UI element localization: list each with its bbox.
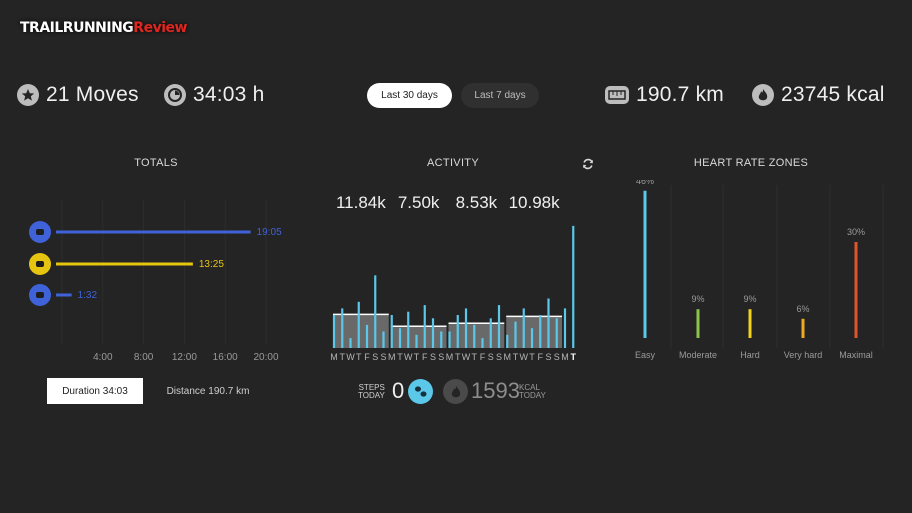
hr-zone-label: Maximal	[839, 350, 873, 360]
distance-stat: 190.7 km	[605, 81, 724, 109]
day-label: T	[397, 352, 403, 362]
day-label: M	[504, 352, 512, 362]
day-label: F	[480, 352, 486, 362]
day-label: F	[538, 352, 544, 362]
totals-chart: 19:05 13:25 1:32 4:00 8:00 12:00 16:00 20:00	[29, 200, 282, 363]
day-label: T	[472, 352, 478, 362]
day-label: W	[462, 352, 471, 362]
last-30-days-button[interactable]: Last 30 days	[367, 83, 452, 108]
totals-tick-label: 12:00	[172, 352, 197, 363]
day-label: W	[404, 352, 413, 362]
day-label: T	[356, 352, 362, 362]
totals-row: 1:32	[29, 284, 98, 306]
day-label: S	[430, 352, 436, 362]
brand-part2: Review	[133, 20, 187, 36]
refresh-icon[interactable]	[582, 158, 594, 170]
weekly-total: 7.50k	[398, 193, 440, 212]
totals-tick-label: 20:00	[253, 352, 278, 363]
totals-row: 13:25	[29, 253, 224, 275]
hr-percent: 9%	[743, 294, 756, 304]
duration-toggle[interactable]: Duration 34:03	[47, 378, 143, 404]
hr-zone-label: Very hard	[784, 350, 823, 360]
hr-percent: 46%	[636, 180, 654, 186]
weekly-total: 8.53k	[456, 193, 498, 212]
day-label: S	[372, 352, 378, 362]
distance-value: 190.7 km	[636, 83, 724, 106]
activity-title: ACTIVITY	[427, 157, 479, 169]
hr-percent: 9%	[691, 294, 704, 304]
calories-value: 23745 kcal	[781, 83, 885, 106]
distance-toggle[interactable]: Distance 190.7 km	[166, 385, 250, 397]
hr-zone-label: Easy	[635, 350, 656, 360]
totals-title: TOTALS	[134, 157, 178, 169]
brand-part1: TRAILRUNNING	[20, 20, 134, 36]
day-label: W	[520, 352, 529, 362]
star-icon	[17, 84, 39, 106]
hr-zone-label: Moderate	[679, 350, 717, 360]
totals-bar-value: 19:05	[257, 227, 282, 238]
ruler-icon	[605, 86, 629, 104]
day-label: M	[561, 352, 569, 362]
day-label: S	[496, 352, 502, 362]
day-label: T	[340, 352, 346, 362]
kcal-today-value: 1593	[471, 378, 520, 403]
running-shoe-icon-glyph	[36, 261, 44, 267]
flame-icon	[752, 84, 774, 106]
brand-logo: TRAILRUNNINGReview	[20, 20, 187, 36]
day-label: M	[388, 352, 396, 362]
totals-tick-label: 8:00	[134, 352, 154, 363]
steps-today-value: 0	[392, 378, 405, 403]
heart-rate-title: HEART RATE ZONES	[693, 157, 809, 169]
day-label: T	[529, 352, 535, 362]
mountain-icon-glyph	[36, 229, 44, 235]
last-7-days-button[interactable]: Last 7 days	[461, 83, 539, 108]
day-label: M	[446, 352, 454, 362]
day-label: S	[554, 352, 560, 362]
day-label: F	[422, 352, 428, 362]
moves-stat: 21 Moves	[17, 81, 139, 109]
stopwatch-icon	[164, 84, 186, 106]
kcal-label: KCAL TODAY	[519, 383, 546, 400]
shoe-steps-icon	[408, 379, 433, 404]
steps-label: STEPS TODAY	[358, 383, 385, 400]
moves-value: 21 Moves	[46, 83, 139, 106]
day-label: S	[488, 352, 494, 362]
cycling-shoe-icon-glyph	[36, 292, 44, 298]
weekly-total: 10.98k	[509, 193, 561, 212]
day-label: S	[380, 352, 386, 362]
day-label: T	[455, 352, 461, 362]
duration-stat: 34:03 h	[164, 81, 264, 109]
day-label: T	[414, 352, 420, 362]
hr-percent: 6%	[796, 304, 809, 314]
totals-row: 19:05	[29, 221, 282, 243]
totals-tick-label: 4:00	[93, 352, 113, 363]
totals-bar-value: 1:32	[78, 290, 98, 301]
calories-stat: 23745 kcal	[752, 81, 885, 109]
day-label: T	[571, 352, 577, 362]
day-label: T	[513, 352, 519, 362]
heart-rate-chart: 46% Easy 9% Moderate 9% Hard 6% Very hard 30% Max…	[635, 180, 884, 360]
day-label: W	[346, 352, 355, 362]
day-label: F	[364, 352, 370, 362]
totals-bar-value: 13:25	[199, 259, 224, 270]
kcal-flame-icon	[443, 379, 468, 404]
day-label: S	[438, 352, 444, 362]
weekly-total: 11.84k	[336, 193, 386, 212]
day-label: S	[545, 352, 551, 362]
duration-value: 34:03 h	[193, 83, 265, 106]
totals-tick-label: 16:00	[213, 352, 238, 363]
hr-percent: 30%	[847, 227, 865, 237]
hr-zone-label: Hard	[740, 350, 760, 360]
day-label: M	[330, 352, 338, 362]
